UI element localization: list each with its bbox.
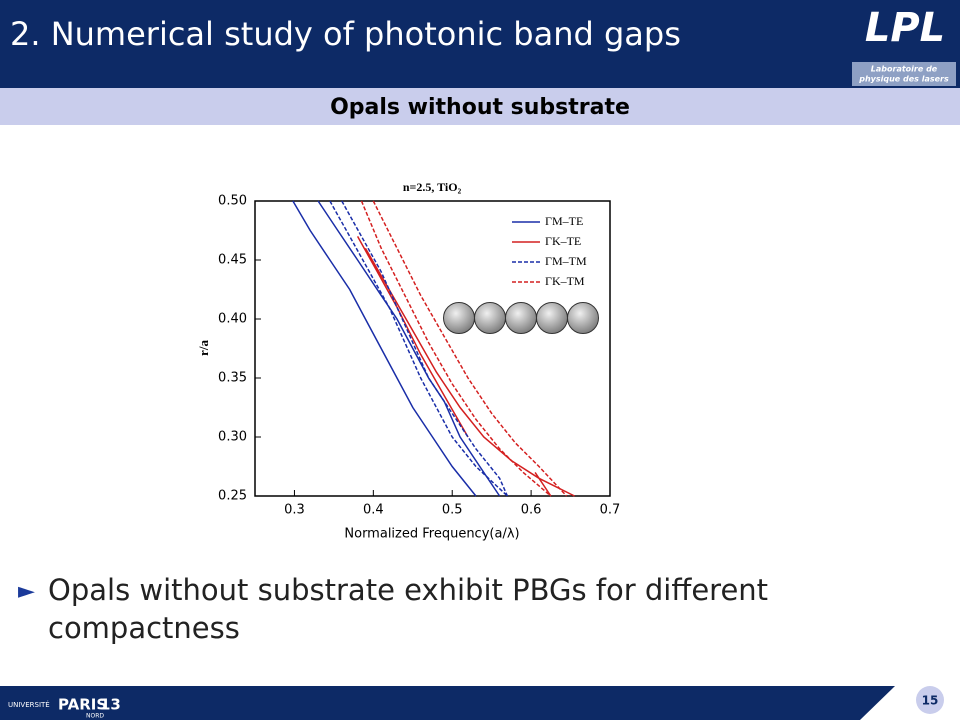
page-number: 15 <box>922 694 939 708</box>
y-tick-label: 0.35 <box>218 371 247 386</box>
series-line <box>356 236 575 497</box>
logo-text: physique des lasers <box>858 75 949 84</box>
x-axis-label: Normalized Frequency(a/λ) <box>344 527 519 542</box>
series-line <box>360 200 568 497</box>
legend-label: ΓK–TE <box>545 234 581 248</box>
x-tick-label: 0.7 <box>600 503 621 518</box>
logo: LPL <box>865 5 945 51</box>
header-band <box>0 0 960 88</box>
slide-title: 2. Numerical study of photonic band gaps <box>10 15 681 53</box>
plot-frame <box>254 200 611 497</box>
subtitle-band <box>0 88 960 125</box>
series-line <box>292 200 501 497</box>
series-line <box>329 200 509 497</box>
x-tick-label: 0.3 <box>284 503 305 518</box>
footer-band <box>0 686 895 720</box>
legend-label: ΓM–TM <box>545 254 587 268</box>
spheres <box>443 302 599 334</box>
subtitle: Opals without substrate <box>330 95 630 120</box>
legend-label: ΓK–TM <box>545 274 585 288</box>
x-tick-label: 0.5 <box>442 503 463 518</box>
x-tick-label: 0.4 <box>363 503 384 518</box>
y-tick-label: 0.25 <box>218 489 247 504</box>
x-tick-label: 0.6 <box>521 503 542 518</box>
footer-logo: NORD <box>86 713 104 720</box>
y-tick-label: 0.30 <box>218 430 247 445</box>
footer-logo: 13 <box>100 696 121 714</box>
bullet-marker: ► <box>18 579 35 604</box>
footer-logo: UNIVERSITÉ <box>8 700 50 709</box>
bullet-text: compactness <box>48 611 240 645</box>
legend-label: ΓM–TE <box>545 214 583 228</box>
y-tick-label: 0.50 <box>218 194 247 209</box>
footer-logo: PARIS <box>58 696 107 714</box>
logo-text: Laboratoire de <box>871 65 938 74</box>
chart-title: n=2.5, TiO₂ <box>403 180 462 194</box>
chart: n=2.5, TiO₂ Normalized Frequency(a/λ) r/a 0… <box>196 180 620 542</box>
bullet-text: Opals without substrate exhibit PBGs for… <box>48 573 768 607</box>
y-axis-label: r/a <box>196 340 211 356</box>
page-badge <box>916 686 944 714</box>
y-tick-label: 0.45 <box>218 253 247 268</box>
logo-box <box>852 62 956 86</box>
y-tick-label: 0.40 <box>218 312 247 327</box>
